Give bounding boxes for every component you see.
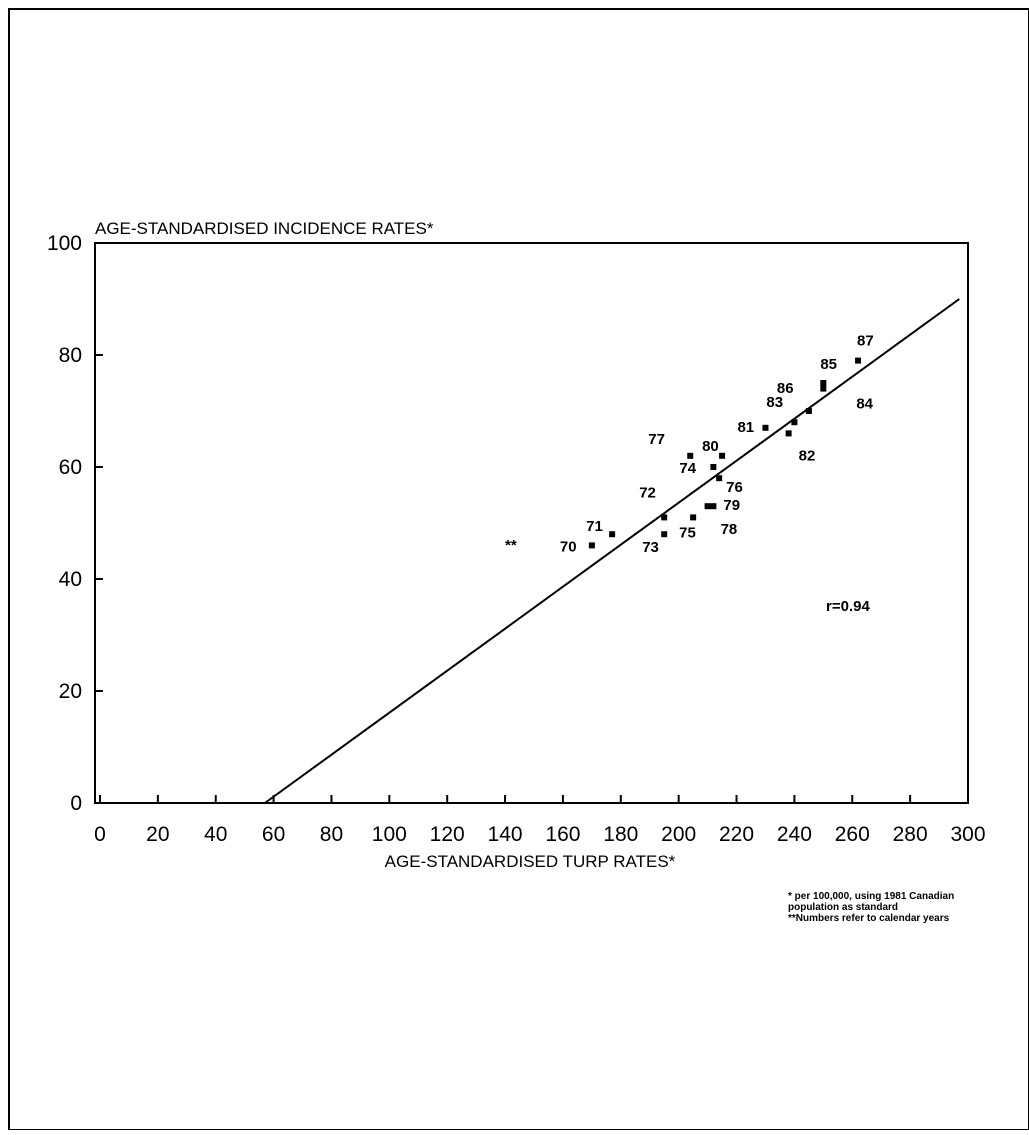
data-point-marker xyxy=(820,385,827,392)
data-point-marker xyxy=(661,514,668,521)
data-point-label: 86 xyxy=(777,380,794,397)
x-axis-ticks: 0 20 40 60 80 100 120 140 160 180 200 220 240 260 280 3… xyxy=(94,795,986,846)
data-points: 70 71 72 73 74 75 76 77 78 79 80 81 82 83 84 85 86 87 xyxy=(560,333,874,557)
x-tick-label: 60 xyxy=(262,823,285,846)
data-point-label: 71 xyxy=(586,518,603,535)
footnote-line-3: **Numbers refer to calendar years xyxy=(788,913,950,924)
data-point-marker xyxy=(716,475,723,482)
y-tick-label: 60 xyxy=(59,456,82,479)
data-point-label: 81 xyxy=(737,419,754,436)
data-point-label: 82 xyxy=(799,447,816,464)
x-tick-label: 300 xyxy=(950,823,985,846)
data-point-marker xyxy=(710,464,717,470)
y-tick-label: 40 xyxy=(59,568,82,591)
data-point-marker xyxy=(704,503,711,510)
footnote-line-2: population as standard xyxy=(788,902,898,913)
y-tick-label: 0 xyxy=(70,792,82,815)
data-point-marker xyxy=(690,514,697,521)
data-point-label: 75 xyxy=(679,524,696,541)
correlation-annotation: r=0.94 xyxy=(826,598,870,615)
y-axis-ticks: 0 20 40 60 80 100 xyxy=(47,232,103,815)
data-point-label: 76 xyxy=(726,479,743,496)
x-tick-label: 200 xyxy=(661,823,696,846)
legend-marker: ** xyxy=(505,537,517,554)
y-tick-label: 80 xyxy=(59,344,82,367)
x-tick-label: 220 xyxy=(719,823,754,846)
x-tick-label: 100 xyxy=(372,823,407,846)
y-tick-label: 100 xyxy=(47,232,82,255)
data-point-marker xyxy=(791,419,798,426)
data-point-marker xyxy=(805,408,812,414)
x-axis-title: AGE-STANDARDISED TURP RATES* xyxy=(385,852,676,871)
data-point-label: 80 xyxy=(702,438,719,455)
data-point-marker xyxy=(855,357,862,364)
x-tick-label: 40 xyxy=(204,823,227,846)
x-tick-label: 20 xyxy=(146,823,169,846)
page-border xyxy=(8,8,1029,1131)
x-tick-label: 280 xyxy=(893,823,928,846)
data-point-label: 70 xyxy=(560,538,577,555)
x-tick-label: 140 xyxy=(488,823,523,846)
data-point-label: 87 xyxy=(857,333,874,350)
data-point-marker xyxy=(687,452,694,459)
y-axis-title: AGE-STANDARDISED INCIDENCE RATES* xyxy=(95,219,434,238)
x-tick-label: 120 xyxy=(430,823,465,846)
data-point-label: 73 xyxy=(642,539,659,556)
x-tick-label: 240 xyxy=(777,823,812,846)
regression-line xyxy=(264,298,960,804)
data-point-label: 79 xyxy=(723,497,740,514)
data-point-label: 84 xyxy=(856,396,873,413)
data-point-marker xyxy=(719,452,726,459)
x-tick-label: 80 xyxy=(320,823,343,846)
data-point-marker xyxy=(588,542,595,549)
data-point-marker xyxy=(785,430,792,437)
data-point-marker xyxy=(820,380,827,386)
data-point-label: 77 xyxy=(648,431,665,448)
data-point-label: 74 xyxy=(679,460,696,477)
data-point-label: 72 xyxy=(639,484,656,501)
y-tick-label: 20 xyxy=(59,680,82,703)
footnote-line-1: * per 100,000, using 1981 Canadian xyxy=(788,891,954,902)
data-point-marker xyxy=(609,531,616,538)
data-point-label: 85 xyxy=(820,356,837,373)
data-point-marker xyxy=(710,503,717,510)
x-tick-label: 260 xyxy=(835,823,870,846)
x-tick-label: 0 xyxy=(94,823,106,846)
plot-area-border xyxy=(94,242,969,804)
footnotes: * per 100,000, using 1981 Canadian popul… xyxy=(788,891,954,924)
data-point-marker xyxy=(661,531,668,538)
x-tick-label: 160 xyxy=(545,823,580,846)
data-point-label: 78 xyxy=(721,521,738,538)
data-point-marker xyxy=(762,424,769,431)
data-point-label: 83 xyxy=(766,394,783,411)
x-tick-label: 180 xyxy=(603,823,638,846)
